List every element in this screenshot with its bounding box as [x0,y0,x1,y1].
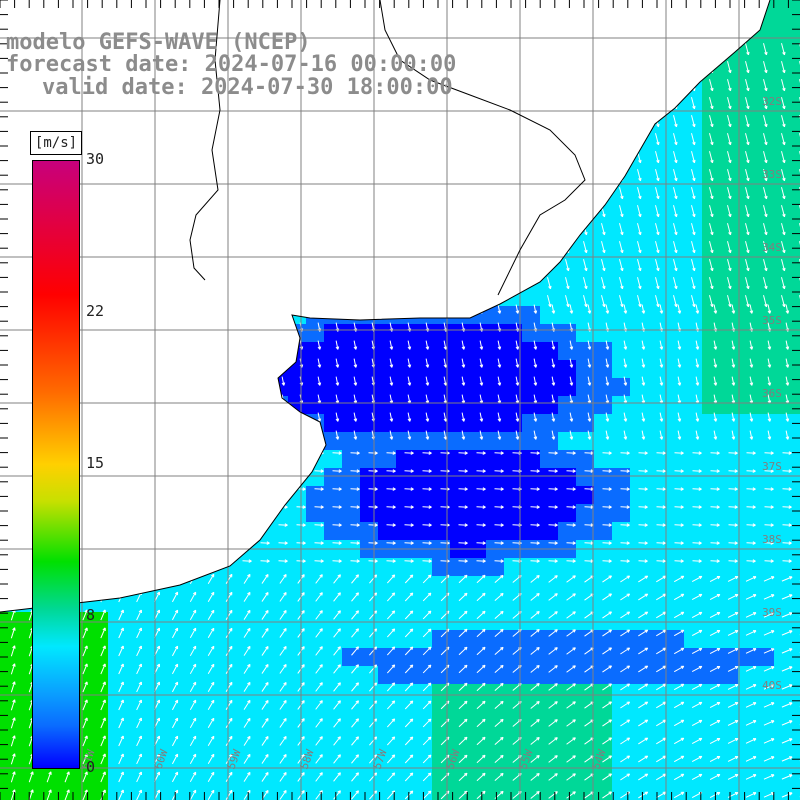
colorbar-tick-8: 8 [86,606,96,624]
lat-label-40S: 40S [762,679,782,692]
lat-label-37S: 37S [762,460,782,473]
colorbar-tick-30: 30 [86,150,105,168]
colorbar-unit: [m/s] [30,131,82,155]
lat-label-39S: 39S [762,606,782,619]
lat-label-33S: 33S [762,168,782,181]
colorbar-tick-0: 0 [86,758,96,776]
colorbar [32,160,80,769]
border-river [189,0,221,281]
latitude-labels: 32S 33S 34S 35S 36S 37S 38S 39S 40S [762,95,782,692]
lat-label-34S: 34S [762,241,782,254]
lat-label-36S: 36S [762,387,782,400]
colorbar-tick-22: 22 [86,302,105,320]
forecast-date: forecast date: 2024-07-16 00:00:00 [6,52,457,77]
lat-label-38S: 38S [762,533,782,546]
coastline [0,0,771,613]
valid-date: valid date: 2024-07-30 18:00:00 [42,75,453,100]
lat-label-32S: 32S [762,95,782,108]
colorbar-tick-15: 15 [86,454,105,472]
border-uruguay [379,0,586,296]
lat-label-35S: 35S [762,314,782,327]
model-title: modelo GEFS-WAVE (NCEP) [6,30,311,55]
